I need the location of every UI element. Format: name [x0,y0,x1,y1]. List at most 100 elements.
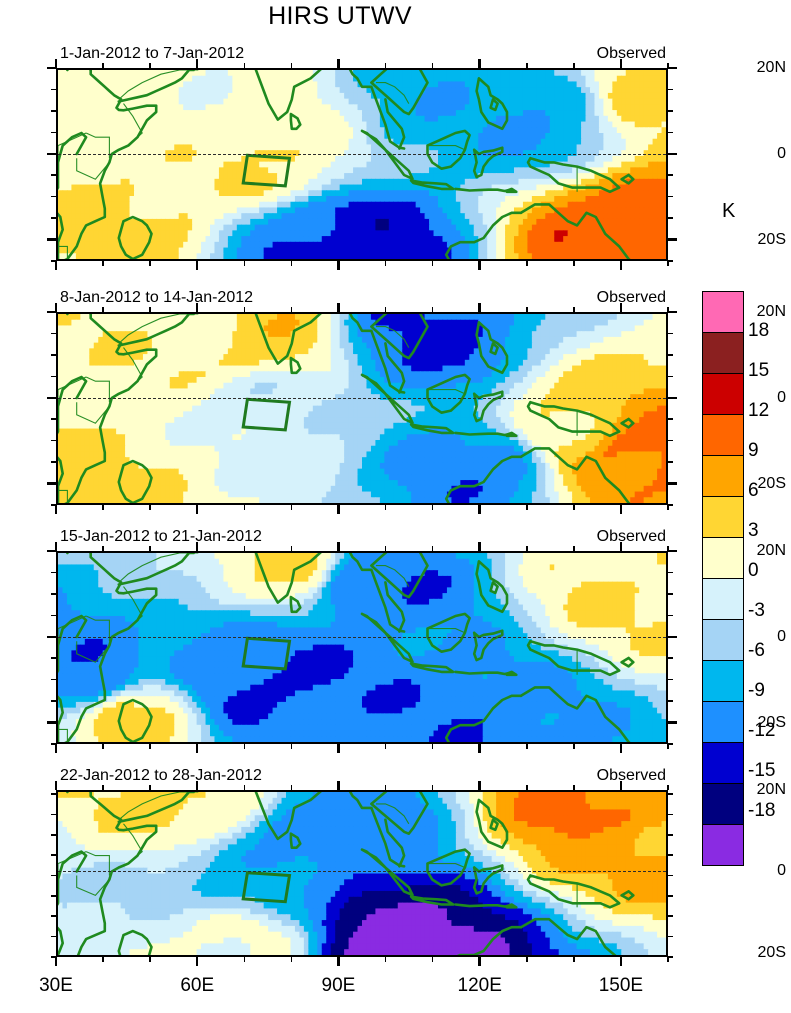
colorbar-band-9 [703,661,743,702]
x-tick-top-160 [667,546,669,551]
panel-3-header: 15-Jan-2012 to 21-Jan-2012 Observed [56,528,668,548]
y-tick--6 [51,895,56,897]
x-tick-50 [149,957,151,962]
colorbar-band-5 [703,497,743,538]
y-tick--25 [51,504,56,506]
panel-2-source-label: Observed [596,289,666,306]
x-tick-top-80 [290,307,293,312]
x-tick-100 [384,505,387,510]
x-tick-top-60 [195,781,199,790]
x-tick-top-150 [619,542,623,551]
x-tick-top-40 [102,63,104,68]
x-tick-120 [478,957,481,966]
x-tick-top-30 [54,59,58,68]
y-tick-right-10 [668,593,673,595]
y-tick-right--10 [668,678,673,681]
colorbar-tick-0: 0 [748,560,759,581]
colorbar-band-11 [703,743,743,784]
x-tick-70 [243,744,246,749]
x-tick-90 [337,957,340,966]
y-tick--10 [51,678,56,681]
x-tick-40 [102,505,104,510]
x-tick-top-130 [525,785,528,790]
colorbar-band-8 [703,620,743,661]
panel-2-map[interactable] [56,312,668,505]
x-axis-label-90E: 90E [321,975,356,996]
x-tick-150 [619,957,623,966]
x-tick-140 [573,744,575,749]
x-tick-110 [431,261,434,266]
y-tick--15 [51,461,56,463]
x-tick-top-90 [337,59,340,68]
x-tick-130 [525,744,528,749]
panel-4-header: 22-Jan-2012 to 28-Jan-2012 Observed [56,767,668,787]
y-tick-right--25 [668,743,673,745]
panel-3-map[interactable] [56,551,668,744]
y-tick-right-20 [668,310,677,314]
y-tick-right--1 [668,874,673,877]
y-tick-right--15 [668,700,673,702]
x-tick-140 [573,957,575,962]
y-tick-right-0 [668,152,677,156]
x-tick-top-110 [431,785,434,790]
x-axis-label-60E: 60E [180,975,215,996]
x-tick-top-160 [667,307,669,312]
x-tick-top-120 [478,59,481,68]
y-tick-right-15 [668,571,673,574]
y-tick-20 [47,310,56,314]
y-tick-right--16 [668,935,673,938]
x-tick-top-90 [337,781,340,790]
y-tick-right-20 [668,66,677,70]
y-tick-right--15 [668,217,673,219]
y-tick-right-5 [668,375,673,378]
equator-line [58,397,666,399]
y-tick--20 [47,721,56,724]
y-tick-10 [51,593,56,595]
panel-4-map[interactable] [56,790,668,957]
x-tick-160 [667,505,669,510]
x-tick-90 [337,744,340,753]
y-axis-label-0: 0 [777,144,786,162]
x-tick-top-120 [478,781,481,790]
y-tick-right--11 [668,915,673,918]
x-tick-top-30 [54,303,58,312]
colorbar-tick--9: -9 [748,680,765,701]
x-tick-110 [431,744,434,749]
x-tick-top-40 [102,307,104,312]
x-tick-top-60 [195,59,199,68]
x-tick-100 [384,261,387,266]
x-tick-top-140 [573,63,575,68]
x-tick-150 [619,505,623,514]
x-tick-top-150 [619,303,623,312]
x-tick-top-110 [431,63,434,68]
colorbar-tick-9: 9 [748,440,759,461]
y-tick-right--20 [668,238,677,241]
colorbar[interactable] [702,291,744,866]
x-tick-top-150 [619,59,623,68]
colorbar-band-7 [703,579,743,620]
x-tick-top-130 [525,546,528,551]
x-tick-top-50 [149,63,151,68]
x-tick-top-160 [667,785,669,790]
x-tick-top-100 [384,546,387,551]
x-tick-top-50 [149,307,151,312]
y-tick--10 [51,439,56,442]
x-tick-80 [290,505,293,510]
x-tick-top-50 [149,546,151,551]
y-tick--5 [51,174,56,177]
x-tick-top-70 [243,785,246,790]
x-tick-80 [290,744,293,749]
y-tick-right-0 [668,396,677,400]
colorbar-tick--6: -6 [748,640,765,661]
y-tick-right--10 [668,439,673,442]
y-tick--25 [51,260,56,262]
y-tick-right-19 [668,793,673,795]
x-tick-150 [619,261,623,270]
y-tick-9 [51,834,56,836]
x-tick-140 [573,505,575,510]
panel-3-source-label: Observed [596,528,666,545]
colorbar-tick--12: -12 [748,720,776,741]
panel-1-map[interactable] [56,68,668,261]
y-tick-right--5 [668,174,673,177]
x-tick-160 [667,744,669,749]
